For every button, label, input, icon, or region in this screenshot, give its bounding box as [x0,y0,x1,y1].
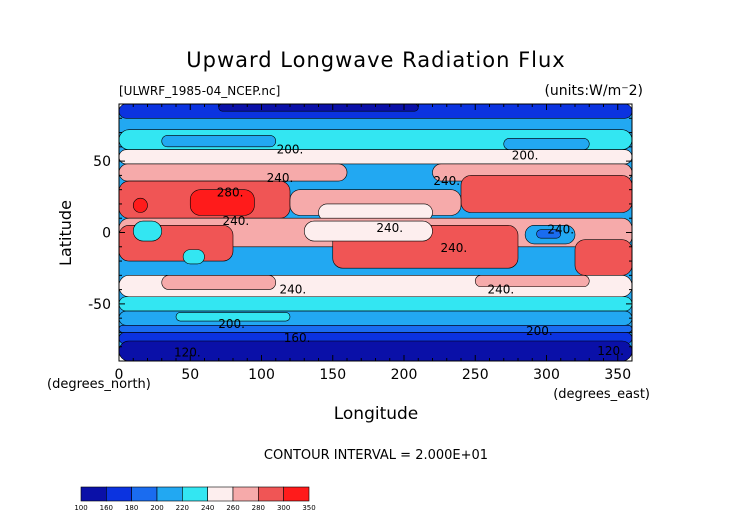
colorbar-swatch [283,486,310,502]
x-tick-label: 300 [533,367,560,383]
contour-region [574,239,632,276]
contour-region [119,296,632,312]
x-unit-label: (degrees_east) [553,387,650,402]
colorbar-level-label: 200 [150,504,163,512]
contour-region [132,197,148,213]
x-axis: 0 50 100 150 200 250 300 350 [115,104,631,383]
contour-label: 240. [547,223,574,237]
contour-region [189,189,255,216]
colorbar-level-label: 260 [226,504,239,512]
contour-label: 240. [267,171,294,185]
contour-label: 240. [279,283,306,297]
contour-label: 200. [218,317,245,331]
contour-region [175,312,291,322]
x-tick-label: 250 [462,367,489,383]
contour-region [132,220,163,242]
colorbar-swatch [258,486,284,502]
contour-interval-text: CONTOUR INTERVAL = 2.000E+01 [264,448,488,463]
colorbar-swatch [182,486,208,502]
x-axis-label: Longitude [334,404,419,424]
contour-label: 120. [597,344,624,358]
contour-label: 200. [526,324,553,338]
colorbar-swatch [131,486,158,502]
contour-label: 280. [217,186,244,200]
contour-label-layer: 200. 240. 280. 240. 200. 240. 240. 240. 240. 240.… [174,143,624,360]
colorbar-level-label: 220 [176,504,189,512]
contour-label: 200. [277,143,304,157]
contour-label: 240. [488,283,515,297]
y-tick-label: -50 [88,297,111,313]
colorbar-level-label: 350 [302,504,315,512]
chart-title: Upward Longwave Radiation Flux [186,48,565,72]
colorbar-swatch [80,486,107,502]
contour-fill-layer [119,104,632,361]
y-tick-label: 0 [102,226,111,242]
x-tick-label: 100 [248,367,275,383]
contour-label: 160. [284,331,311,345]
contour-label: 120. [174,345,201,359]
contour-region [119,325,632,333]
contour-label: 240. [433,174,460,188]
contour-label: 240. [222,214,249,228]
contour-region [218,104,419,112]
contour-region [161,135,277,148]
contour-region [119,149,632,165]
contour-label: 200. [512,148,539,162]
colorbar-swatch [106,486,132,502]
contour-region [119,163,348,182]
x-tick-label: 0 [115,367,124,383]
source-file-label: [ULWRF_1985-04_NCEP.nc] [119,84,280,98]
colorbar-swatch [156,486,183,502]
x-tick-label: 50 [181,367,199,383]
y-axis: -50 0 50 [88,117,632,348]
colorbar-level-label: 240 [201,504,214,512]
colorbar-level-label: 280 [252,504,265,512]
contour-region [536,229,562,239]
colorbar-level-label: 300 [277,504,290,512]
units-label: (units:W/m⁻2) [544,83,643,99]
colorbar-swatch [232,486,259,502]
x-tick-label: 350 [604,367,631,383]
colorbar: 100 160 180 200 220 240 260 280 300 350 [74,486,316,512]
y-axis-label: Latitude [56,200,75,266]
contour-region [474,275,590,288]
y-unit-label: (degrees_north) [47,377,151,392]
colorbar-level-label: 160 [100,504,113,512]
contour-region [303,220,433,242]
contour-label: 240. [441,241,468,255]
x-tick-label: 200 [391,367,418,383]
y-tick-label: 50 [93,154,111,170]
colorbar-level-label: 180 [125,504,138,512]
contour-region [460,175,632,213]
colorbar-swatch [207,486,234,502]
contour-region [182,249,205,265]
contour-region [161,275,277,290]
colorbar-level-label: 100 [74,504,87,512]
contour-label: 240. [376,221,403,235]
x-tick-label: 150 [319,367,346,383]
